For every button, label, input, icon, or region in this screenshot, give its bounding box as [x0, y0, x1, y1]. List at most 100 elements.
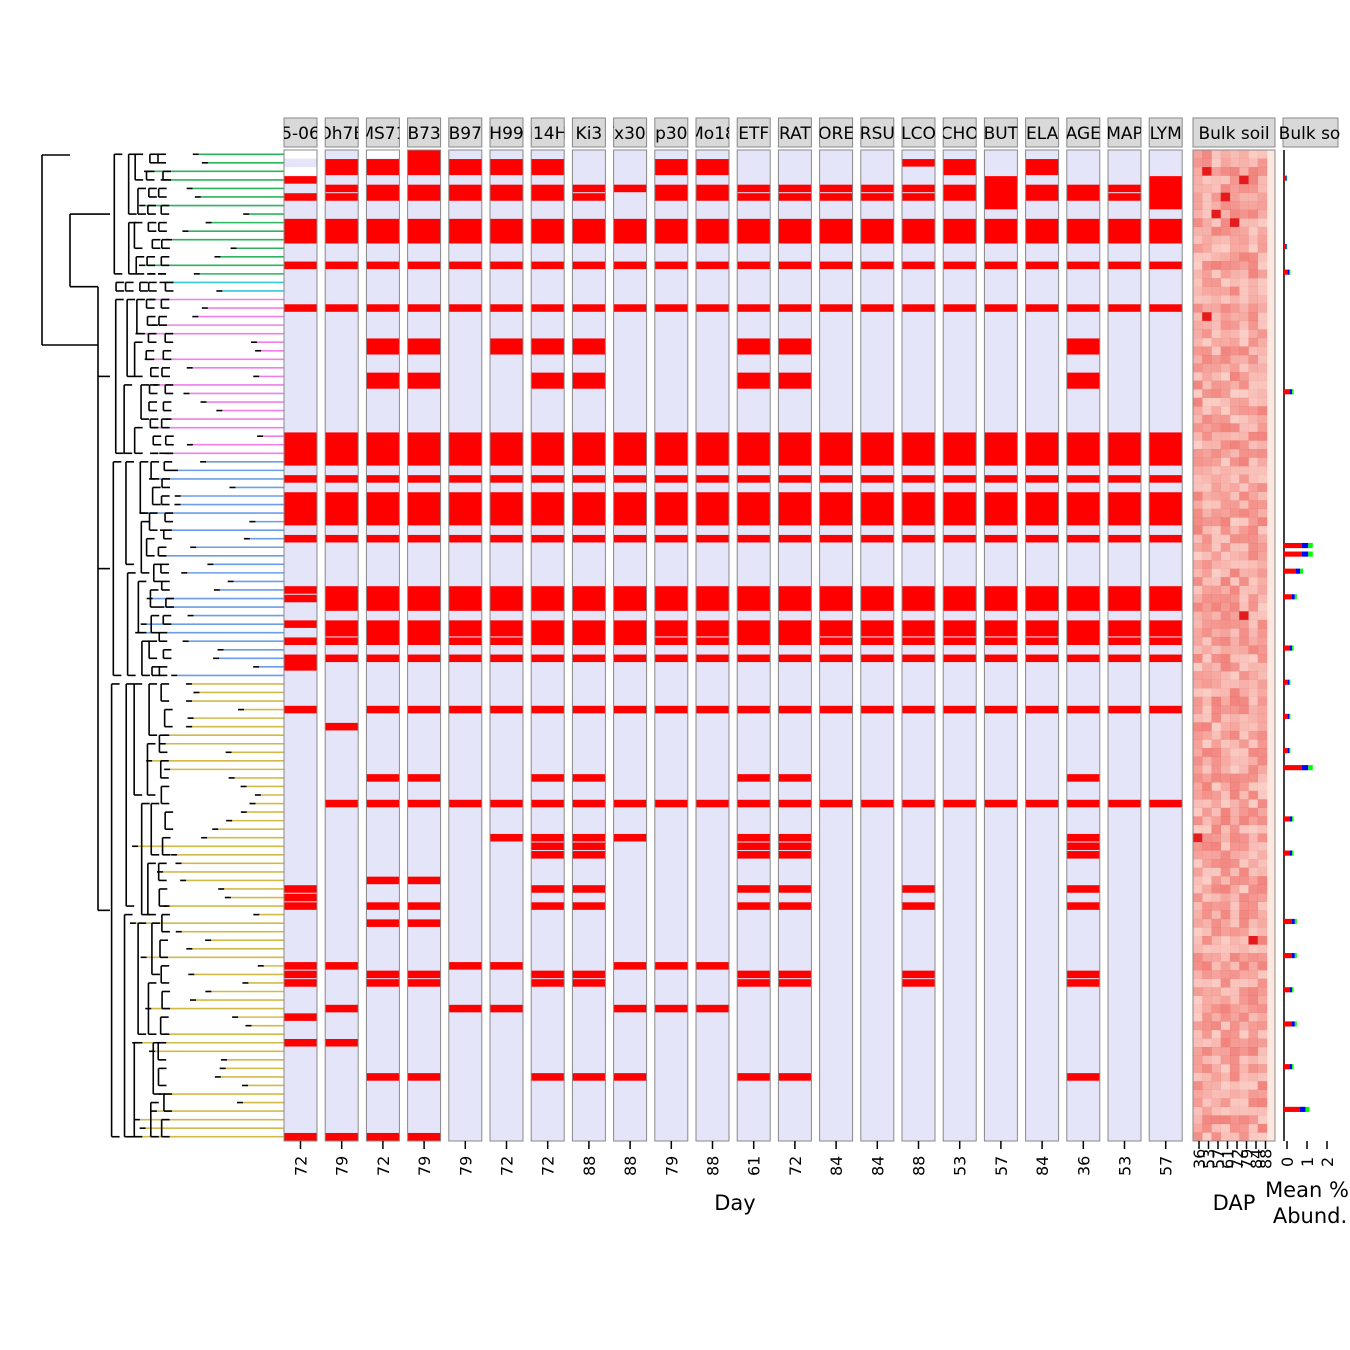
present-cell	[407, 705, 441, 714]
dap-cell	[1230, 1123, 1240, 1133]
dap-cell	[1257, 859, 1268, 868]
dap-cell	[1202, 1115, 1212, 1125]
dap-cell	[1257, 1064, 1268, 1073]
dap-cell	[1202, 423, 1212, 433]
dap-cell	[1193, 158, 1203, 168]
present-cell	[1025, 159, 1059, 176]
present-cell	[737, 534, 771, 543]
panel-background	[407, 150, 441, 1141]
dap-cell	[1211, 884, 1221, 894]
present-cell	[1149, 432, 1183, 466]
present-cell	[613, 620, 647, 645]
dap-cell	[1220, 534, 1231, 544]
dap-cell	[1202, 380, 1212, 390]
dap-cell	[1257, 782, 1268, 791]
dap-cell	[1193, 380, 1203, 390]
dap-cell	[1202, 1132, 1212, 1142]
present-cell	[1066, 184, 1100, 201]
dap-cell	[1202, 713, 1212, 723]
present-cell	[572, 1073, 606, 1081]
strip-label: H99	[489, 124, 523, 144]
dap-cell	[1220, 508, 1231, 518]
present-cell	[860, 799, 894, 808]
dap-cell	[1239, 1055, 1249, 1065]
dap-cell	[1193, 671, 1203, 680]
present-cell	[1066, 475, 1100, 483]
dap-cell	[1257, 918, 1268, 928]
present-cell	[572, 475, 606, 483]
dap-cell	[1202, 944, 1212, 954]
day-tick-label: 72	[498, 1156, 517, 1176]
dap-cell	[1202, 372, 1212, 381]
present-cell	[1066, 902, 1100, 910]
present-cell	[943, 705, 977, 714]
dap-cell	[1211, 500, 1221, 510]
dap-cell	[1211, 414, 1221, 424]
present-cell	[1025, 799, 1059, 808]
dap-cell	[1230, 175, 1240, 185]
dap-cell	[1202, 577, 1212, 586]
present-cell	[1108, 492, 1141, 526]
present-cell	[1149, 492, 1183, 526]
present-cell	[407, 979, 441, 987]
present-cell	[490, 586, 523, 611]
dap-cell	[1202, 431, 1212, 441]
dap-cell	[1193, 995, 1203, 1005]
strip-header	[1148, 117, 1183, 148]
dap-cell	[1239, 628, 1249, 638]
dap-cell	[1230, 901, 1240, 911]
present-cell	[531, 492, 565, 526]
present-cell	[325, 159, 359, 176]
dap-cell	[1220, 226, 1231, 236]
dap-cell	[1257, 431, 1268, 441]
dap-cell	[1257, 483, 1268, 492]
dap-cell	[1193, 261, 1203, 270]
panel-background	[325, 150, 359, 1141]
dap-cell	[1257, 167, 1268, 176]
present-cell	[819, 637, 853, 645]
present-cell	[531, 851, 565, 859]
present-cell	[407, 799, 441, 808]
dap-cell	[1230, 722, 1240, 732]
present-cell	[448, 159, 482, 176]
dap-cell	[1239, 901, 1249, 911]
dap-tick-label: 72	[1228, 1149, 1247, 1169]
dap-cell	[1220, 816, 1231, 826]
dap-cell	[1248, 970, 1258, 979]
dap-cell	[1193, 466, 1203, 475]
dap-cell	[1193, 1038, 1203, 1048]
dap-cell	[1248, 252, 1258, 262]
dap-cell	[1220, 978, 1231, 988]
day-tick-label: 72	[374, 1156, 393, 1176]
dap-cell	[1220, 269, 1231, 279]
dap-cell	[1230, 679, 1240, 689]
dap-cell	[1193, 1106, 1203, 1116]
abund-bar	[1288, 713, 1290, 719]
present-cell	[696, 962, 729, 970]
panel-background	[778, 150, 812, 1141]
dap-cell	[1211, 397, 1221, 407]
present-cell	[284, 534, 317, 543]
dap-cell	[1230, 756, 1240, 766]
abund-bar	[1290, 987, 1293, 993]
present-cell	[407, 654, 441, 663]
dap-cell	[1257, 970, 1268, 979]
dap-cell	[1211, 286, 1221, 296]
present-cell	[984, 176, 1018, 210]
day-tick-label: 84	[827, 1156, 846, 1176]
dap-cell	[1211, 859, 1221, 868]
dap-cell	[1257, 474, 1268, 484]
dap-cell	[1239, 748, 1249, 757]
present-cell	[943, 218, 977, 244]
dap-cell	[1257, 594, 1268, 603]
abund-bar	[1292, 816, 1294, 822]
dap-cell	[1220, 1012, 1231, 1022]
dap-cell	[1211, 226, 1221, 236]
present-cell	[366, 218, 400, 244]
dap-cell	[1220, 397, 1231, 407]
dap-cell	[1248, 782, 1258, 791]
present-cell	[902, 184, 935, 193]
dap-cell	[1220, 645, 1231, 655]
dap-cell	[1202, 859, 1212, 868]
